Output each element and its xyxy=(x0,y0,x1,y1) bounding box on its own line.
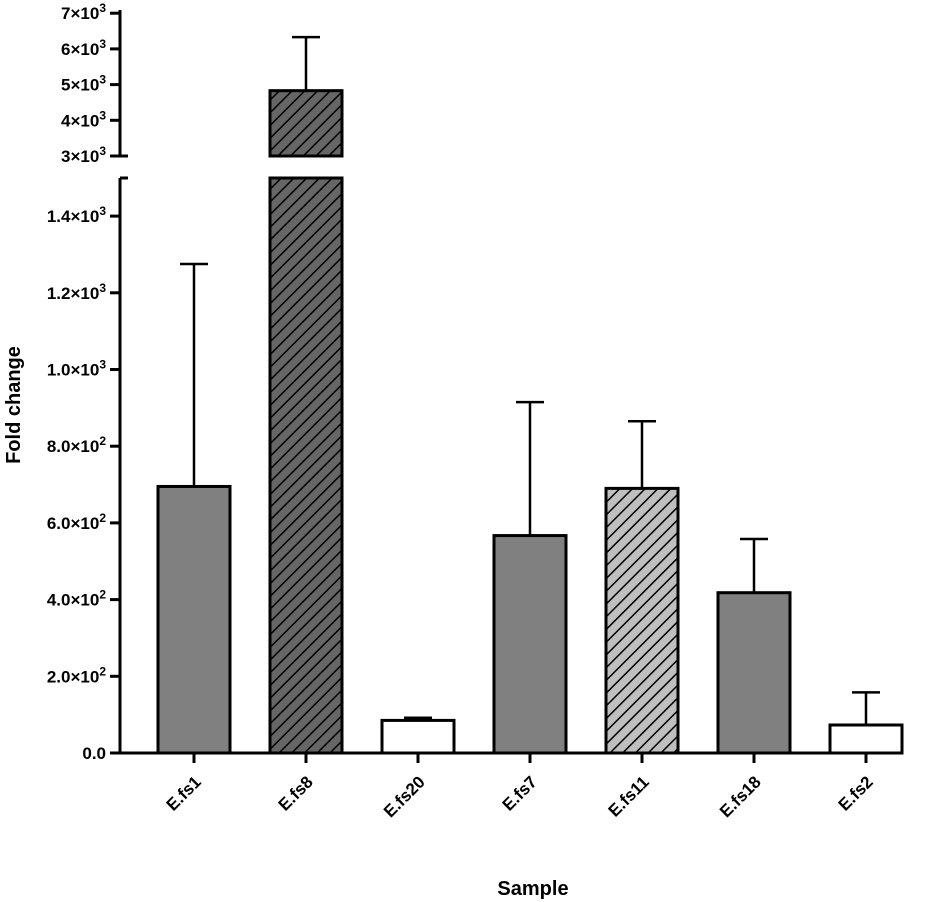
y-tick-label-upper: 3×103 xyxy=(61,144,106,166)
bar-E.fs1 xyxy=(156,484,232,755)
y-tick-label-upper: 6×103 xyxy=(61,37,106,59)
x-tick-label: E.fs2 xyxy=(835,772,877,814)
y-tick-label-upper: 5×103 xyxy=(61,73,106,95)
x-axis-labels: E.fs1 E.fs8 E.fs20 E.fs7 E.fs11 E.fs18 E.fs2 xyxy=(163,753,877,821)
bar-E.fs11 xyxy=(604,486,680,755)
y-axis: 0.0 2.0×102 4.0×102 6.0×102 8.0×102 1.0×103 1.… xyxy=(47,1,870,763)
y-tick-label-lower: 4.0×102 xyxy=(47,588,106,610)
y-tick-label-lower: 1.4×103 xyxy=(47,204,106,226)
x-tick-label: E.fs18 xyxy=(716,772,765,821)
y-axis-title: Fold change xyxy=(3,346,25,464)
y-tick-label-lower: 1.0×103 xyxy=(47,358,106,380)
bar-E.fs2 xyxy=(828,723,904,755)
y-tick-label-lower: 6.0×102 xyxy=(47,511,106,533)
x-tick-label: E.fs20 xyxy=(380,772,429,821)
bar-E.fs18 xyxy=(716,591,792,755)
y-tick-label-lower: 0.0 xyxy=(82,744,106,763)
y-tick-label-lower: 1.2×103 xyxy=(47,281,106,303)
y-tick-label-lower: 8.0×102 xyxy=(47,434,106,456)
x-tick-label: E.fs7 xyxy=(499,772,541,814)
bar-E.fs8-upper xyxy=(268,89,344,158)
x-axis-title: Sample xyxy=(497,878,568,900)
y-tick-label-upper: 4×103 xyxy=(61,108,106,130)
bar-E.fs20 xyxy=(380,718,456,755)
x-tick-label: E.fs1 xyxy=(163,772,205,814)
y-tick-label-lower: 2.0×102 xyxy=(47,664,106,686)
x-tick-label: E.fs8 xyxy=(275,772,317,814)
bars-layer xyxy=(156,35,904,755)
bar-E.fs8-lower xyxy=(268,176,344,755)
x-tick-label: E.fs11 xyxy=(605,772,653,820)
y-tick-label-upper: 7×103 xyxy=(61,1,106,23)
bar-E.fs7 xyxy=(492,534,568,755)
